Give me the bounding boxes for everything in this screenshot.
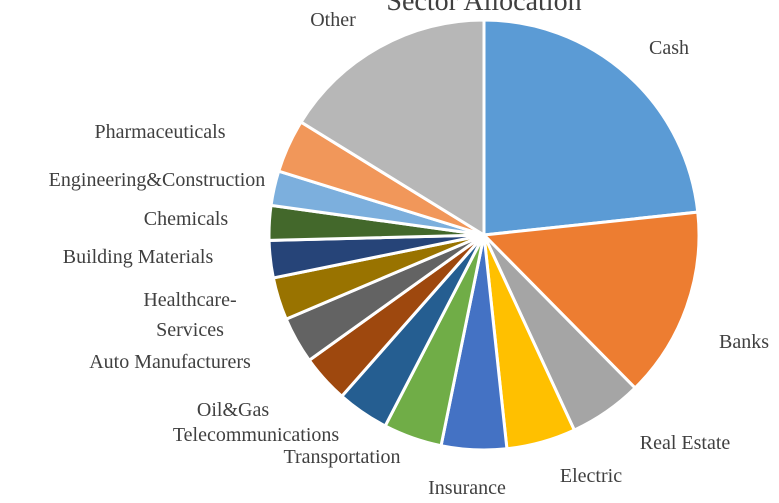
pie-slice xyxy=(482,18,700,237)
slice-label: Building Materials xyxy=(62,246,214,268)
slice-label: Healthcare-Services xyxy=(143,289,237,341)
slice-label: Chemicals xyxy=(143,208,229,230)
pie-slice xyxy=(480,210,701,391)
slice-label: Other xyxy=(310,9,356,31)
slice-label: Auto Manufacturers xyxy=(89,351,251,373)
slice-label: Banks xyxy=(719,331,769,353)
slice-label: Engineering&Construction xyxy=(48,169,266,191)
pie-slice xyxy=(298,18,486,238)
slice-label: Oil&Gas xyxy=(196,399,270,421)
slice-label: Real Estate xyxy=(639,432,731,454)
chart-title: Sector Allocation xyxy=(386,0,582,17)
slice-label: Electric xyxy=(559,465,623,487)
slice-label: Insurance xyxy=(428,477,506,499)
slice-label: Pharmaceuticals xyxy=(94,121,226,143)
slice-label: Telecommunications xyxy=(172,424,340,446)
slice-label: Cash xyxy=(649,37,689,59)
slice-label: Transportation xyxy=(283,446,401,468)
